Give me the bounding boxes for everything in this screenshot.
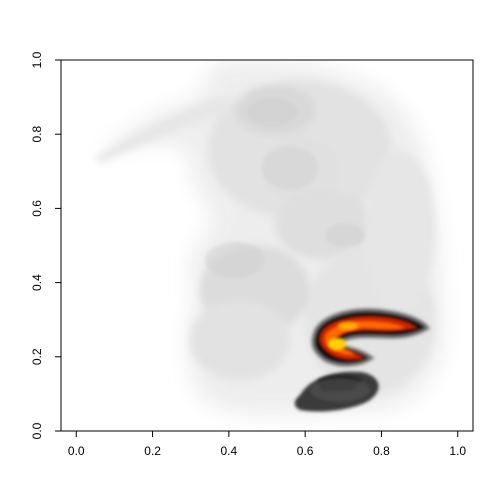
y-tick-label: 0.2 xyxy=(30,348,44,365)
plot-frame xyxy=(60,59,474,432)
x-axis: 0.0 0.2 0.4 0.6 0.8 1.0 xyxy=(68,431,466,458)
plot-area xyxy=(61,60,473,431)
y-tick-label: 0.4 xyxy=(30,274,44,291)
embryo-structures xyxy=(205,98,365,278)
hot-overlay xyxy=(311,308,431,367)
x-tick-label: 1.0 xyxy=(449,444,466,458)
x-tick-label: 0.8 xyxy=(373,444,390,458)
y-tick-label: 0.6 xyxy=(30,200,44,217)
x-tick-label: 0.0 xyxy=(68,444,85,458)
y-tick-label: 0.8 xyxy=(30,126,44,143)
y-axis: 0.0 0.2 0.4 0.6 0.8 1.0 xyxy=(30,51,61,439)
x-tick-label: 0.6 xyxy=(297,444,314,458)
y-tick-label: 0.0 xyxy=(30,422,44,439)
x-tick-label: 0.4 xyxy=(221,444,238,458)
y-tick-label: 1.0 xyxy=(30,51,44,68)
dark-cluster xyxy=(294,371,379,412)
x-tick-label: 0.2 xyxy=(144,444,161,458)
